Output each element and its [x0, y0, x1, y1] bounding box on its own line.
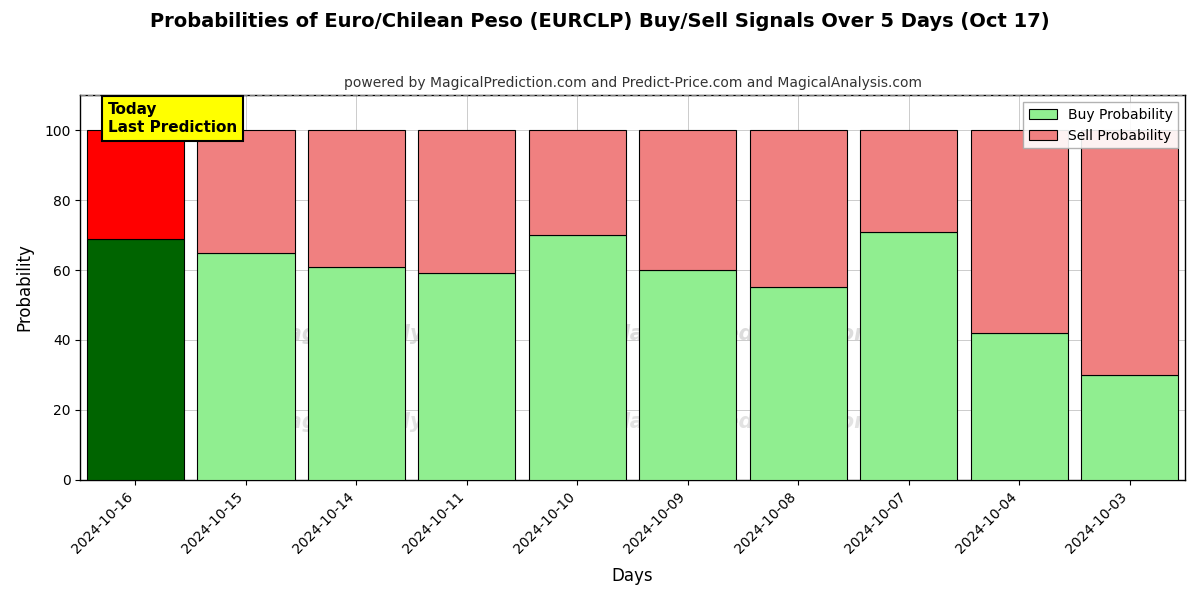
Bar — [971, 130, 1068, 333]
Text: MagicalPrediction.com: MagicalPrediction.com — [610, 323, 876, 344]
Bar — [197, 130, 294, 253]
Bar — [307, 130, 406, 266]
Title: powered by MagicalPrediction.com and Predict-Price.com and MagicalAnalysis.com: powered by MagicalPrediction.com and Pre… — [343, 76, 922, 90]
Bar — [640, 130, 737, 270]
Bar — [860, 232, 958, 479]
Bar — [419, 130, 516, 274]
Bar — [971, 333, 1068, 479]
Bar — [307, 266, 406, 479]
Y-axis label: Probability: Probability — [14, 244, 32, 331]
Bar — [86, 239, 184, 479]
Bar — [86, 130, 184, 239]
Text: MagicalAnalysis.com: MagicalAnalysis.com — [268, 323, 512, 344]
Bar — [750, 130, 847, 287]
Legend: Buy Probability, Sell Probability: Buy Probability, Sell Probability — [1024, 102, 1178, 148]
Bar — [860, 130, 958, 232]
Bar — [419, 274, 516, 479]
Text: MagicalAnalysis.com: MagicalAnalysis.com — [268, 412, 512, 432]
Text: MagicalPrediction.com: MagicalPrediction.com — [610, 412, 876, 432]
Bar — [529, 130, 626, 235]
Bar — [1081, 375, 1178, 479]
Bar — [640, 270, 737, 479]
Text: Today
Last Prediction: Today Last Prediction — [108, 103, 238, 135]
Bar — [197, 253, 294, 479]
Bar — [529, 235, 626, 479]
Bar — [750, 287, 847, 479]
Bar — [1081, 130, 1178, 375]
Text: Probabilities of Euro/Chilean Peso (EURCLP) Buy/Sell Signals Over 5 Days (Oct 17: Probabilities of Euro/Chilean Peso (EURC… — [150, 12, 1050, 31]
X-axis label: Days: Days — [612, 567, 654, 585]
